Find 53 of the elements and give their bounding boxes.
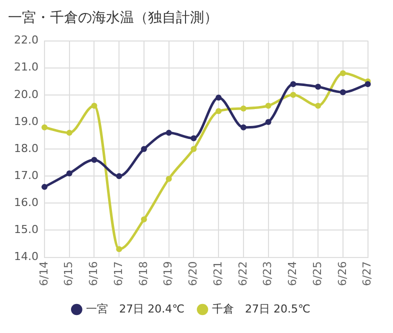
point — [91, 156, 98, 163]
point — [216, 94, 222, 101]
x-tick-label: 6/14 — [37, 261, 50, 286]
x-tick-label: 6/17 — [112, 261, 125, 286]
point — [116, 173, 122, 180]
x-tick-label: 6/15 — [62, 261, 76, 286]
y-tick-label: 14.0 — [14, 250, 38, 264]
point — [190, 146, 197, 152]
point — [91, 102, 98, 109]
y-tick-label: 21.0 — [14, 60, 38, 74]
point — [240, 105, 246, 112]
point — [265, 118, 272, 125]
x-tick-label: 6/24 — [286, 261, 300, 286]
point — [140, 146, 147, 152]
point — [340, 89, 346, 96]
point — [315, 102, 322, 109]
x-tick-label: 6/16 — [87, 261, 100, 286]
x-tick-label: 6/19 — [162, 261, 175, 286]
x-tick-label: 6/20 — [186, 261, 200, 286]
point — [66, 170, 72, 176]
x-tick-label: 6/22 — [236, 261, 250, 286]
y-tick-label: 20.0 — [14, 88, 38, 101]
x-tick-label: 6/25 — [310, 261, 324, 286]
point — [41, 124, 48, 130]
y-tick-label: 19.0 — [14, 114, 38, 128]
point — [41, 184, 48, 190]
y-tick-label: 16.0 — [14, 196, 38, 210]
point — [166, 176, 172, 182]
point — [290, 92, 296, 98]
point — [140, 216, 147, 222]
x-tick-label: 6/23 — [261, 261, 274, 286]
x-tick-label: 6/21 — [211, 261, 224, 286]
y-tick-label: 17.0 — [14, 168, 38, 182]
point — [315, 84, 322, 90]
point — [290, 81, 296, 88]
point — [116, 246, 122, 252]
legend-label: 一宮 27日 20.4℃ — [86, 302, 185, 316]
point — [66, 130, 72, 136]
point — [166, 130, 172, 136]
point — [340, 70, 346, 76]
point — [190, 135, 197, 142]
legend-label: 千倉 27日 20.5℃ — [212, 302, 310, 316]
point — [364, 81, 371, 88]
y-tick-label: 22.0 — [14, 34, 38, 47]
point — [265, 102, 272, 109]
point — [240, 124, 246, 130]
x-tick-label: 6/26 — [336, 261, 349, 286]
x-tick-label: 6/18 — [136, 261, 150, 286]
point — [216, 108, 222, 114]
chart-title: 一宮・千倉の海水温（独自計測） — [8, 10, 218, 26]
x-tick-label: 6/27 — [360, 261, 374, 286]
y-tick-label: 18.0 — [14, 142, 38, 155]
y-tick-label: 15.0 — [14, 223, 38, 236]
